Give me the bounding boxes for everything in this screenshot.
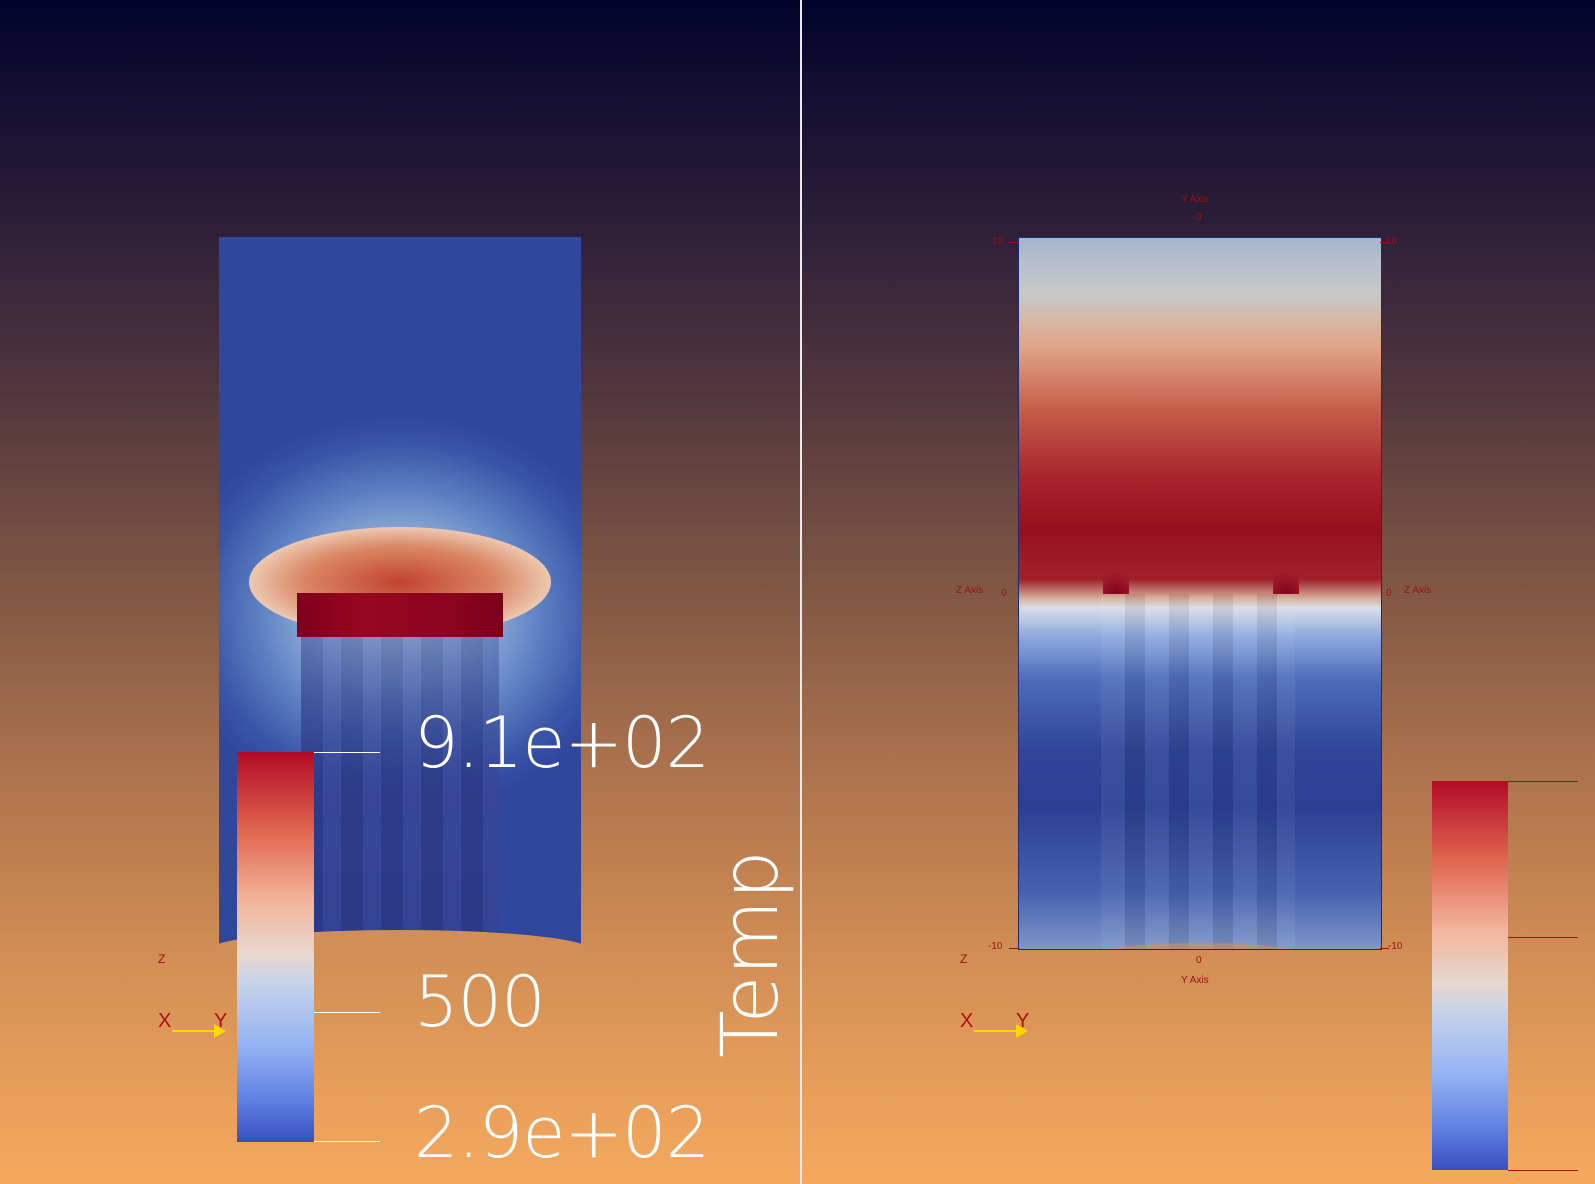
axis-right-zero-tick: 0	[1386, 588, 1392, 599]
orient-y-axis-line	[172, 1030, 218, 1032]
right-render-view[interactable]: Y Axis 0 10 10 Z Axis 0 0 Z Axis -10 -10…	[802, 0, 1595, 1184]
grid-tick	[1009, 948, 1018, 949]
grid-tick	[1380, 242, 1389, 243]
temperature-slab-left	[219, 237, 581, 948]
colorbar-min-label: 2.9e+02	[414, 1092, 710, 1174]
colorbar-tick-mid	[1508, 937, 1578, 938]
orientation-axes-right: Z X Y	[960, 952, 1040, 1038]
axis-right-title: Z Axis	[1404, 585, 1432, 596]
rod-body	[301, 637, 499, 948]
axis-right-bottom-tick: -10	[1388, 941, 1403, 952]
axis-left-zero-tick: 0	[1001, 588, 1007, 599]
axis-top-tick: 0	[1196, 212, 1202, 223]
temperature-slab-right	[1018, 237, 1382, 950]
colorbar-tick-min	[1508, 1170, 1578, 1171]
color-legend-bar	[237, 752, 314, 1142]
colorbar-tick-mid	[314, 1012, 380, 1013]
rod-body	[1101, 594, 1295, 949]
axis-left-title: Z Axis	[956, 585, 984, 596]
hot-core	[297, 593, 503, 637]
left-render-view[interactable]: 9.1e+02 500 2.9e+02 Temp Z X Y	[0, 0, 800, 1184]
axis-left-bottom-tick: -10	[988, 941, 1003, 952]
slab-bottom-edge	[1115, 943, 1285, 949]
color-legend-bar	[1432, 781, 1508, 1170]
view-divider[interactable]	[800, 0, 802, 1184]
orient-x-label: X	[960, 1010, 974, 1032]
axis-top-title: Y Axis	[1181, 194, 1209, 205]
axis-bottom-tick: 0	[1196, 955, 1202, 966]
orient-y-arrow-icon	[214, 1024, 226, 1038]
orient-z-label: Z	[158, 952, 166, 966]
axis-right-top-tick: 10	[1386, 236, 1398, 247]
hot-corner-left	[1103, 574, 1129, 594]
axis-bottom-title: Y Axis	[1181, 975, 1209, 986]
colorbar-tick-max	[314, 752, 380, 753]
hot-corner-right	[1273, 574, 1299, 594]
grid-tick	[1009, 242, 1018, 243]
orient-x-label: X	[158, 1010, 172, 1032]
colorbar-mid-label: 500	[414, 961, 546, 1043]
colorbar-max-label: 9.1e+02	[414, 702, 710, 784]
colorbar-title: Temp	[706, 850, 796, 1058]
orient-y-axis-line	[974, 1030, 1020, 1032]
colorbar-tick-min	[314, 1141, 380, 1142]
orient-z-label: Z	[960, 952, 968, 966]
grid-tick	[1380, 948, 1389, 949]
orientation-axes-left: Z X Y	[158, 952, 238, 1038]
axis-left-top-tick: 10	[992, 236, 1004, 247]
colorbar-tick-max	[1508, 781, 1578, 782]
orient-y-arrow-icon	[1016, 1024, 1028, 1038]
